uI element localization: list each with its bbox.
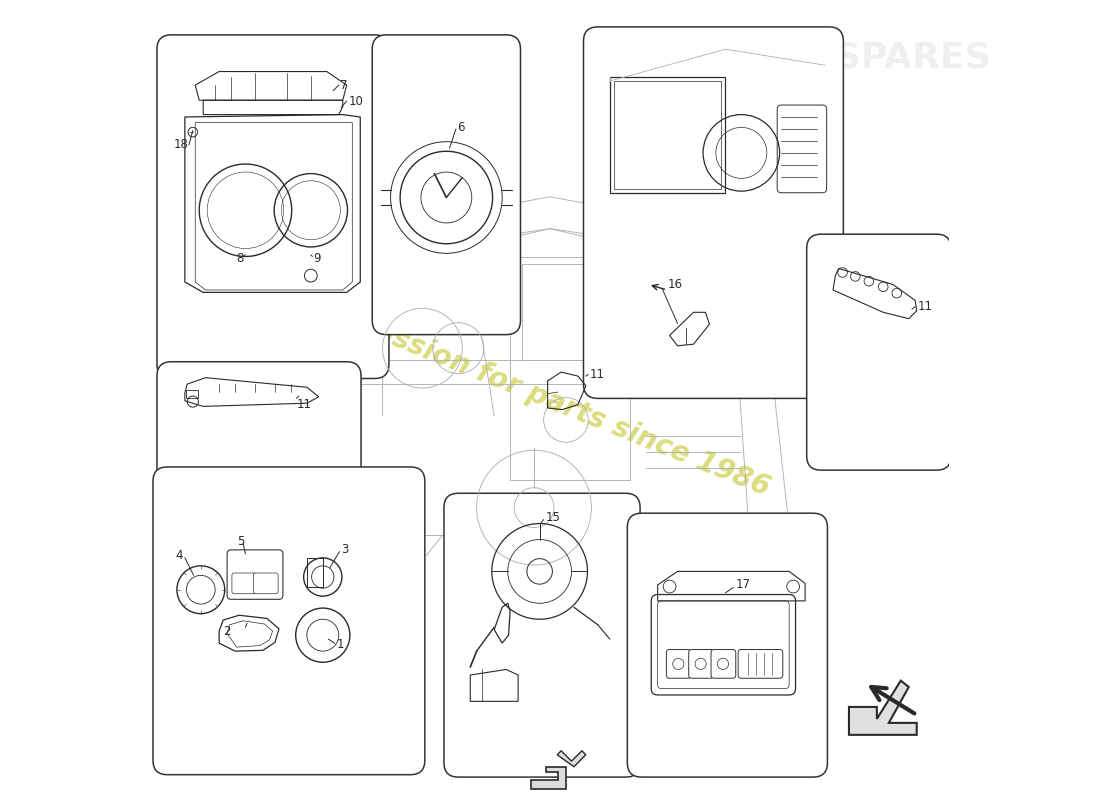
Text: 4: 4 xyxy=(175,549,183,562)
FancyBboxPatch shape xyxy=(738,650,783,678)
FancyBboxPatch shape xyxy=(157,35,389,378)
FancyBboxPatch shape xyxy=(157,362,361,482)
FancyBboxPatch shape xyxy=(227,550,283,599)
Text: 11: 11 xyxy=(917,300,933,314)
FancyBboxPatch shape xyxy=(806,234,952,470)
Text: EUROSPARES: EUROSPARES xyxy=(723,40,991,74)
Text: 11: 11 xyxy=(297,398,311,411)
FancyBboxPatch shape xyxy=(689,650,714,678)
Text: 7: 7 xyxy=(340,78,348,91)
Polygon shape xyxy=(849,681,916,735)
FancyBboxPatch shape xyxy=(711,650,736,678)
Text: 2: 2 xyxy=(223,625,231,638)
Text: 6: 6 xyxy=(458,121,465,134)
Text: 8: 8 xyxy=(235,252,243,266)
Text: 9: 9 xyxy=(314,252,321,266)
Polygon shape xyxy=(531,766,565,789)
Text: 16: 16 xyxy=(668,278,683,291)
Text: 5: 5 xyxy=(238,535,245,549)
FancyBboxPatch shape xyxy=(444,494,640,777)
FancyBboxPatch shape xyxy=(627,514,827,777)
Text: 18: 18 xyxy=(174,138,188,151)
FancyBboxPatch shape xyxy=(253,573,278,594)
FancyBboxPatch shape xyxy=(778,105,826,193)
Text: 15: 15 xyxy=(546,511,560,525)
FancyBboxPatch shape xyxy=(232,573,256,594)
Text: 3: 3 xyxy=(341,543,349,556)
Text: 10: 10 xyxy=(349,94,363,107)
FancyBboxPatch shape xyxy=(667,650,691,678)
Polygon shape xyxy=(558,750,586,766)
Text: 1: 1 xyxy=(337,638,344,651)
Text: 11: 11 xyxy=(590,368,605,381)
FancyBboxPatch shape xyxy=(153,467,425,774)
Text: 17: 17 xyxy=(736,578,751,591)
FancyBboxPatch shape xyxy=(583,27,844,398)
Text: a passion for parts since 1986: a passion for parts since 1986 xyxy=(326,298,774,502)
FancyBboxPatch shape xyxy=(372,35,520,334)
